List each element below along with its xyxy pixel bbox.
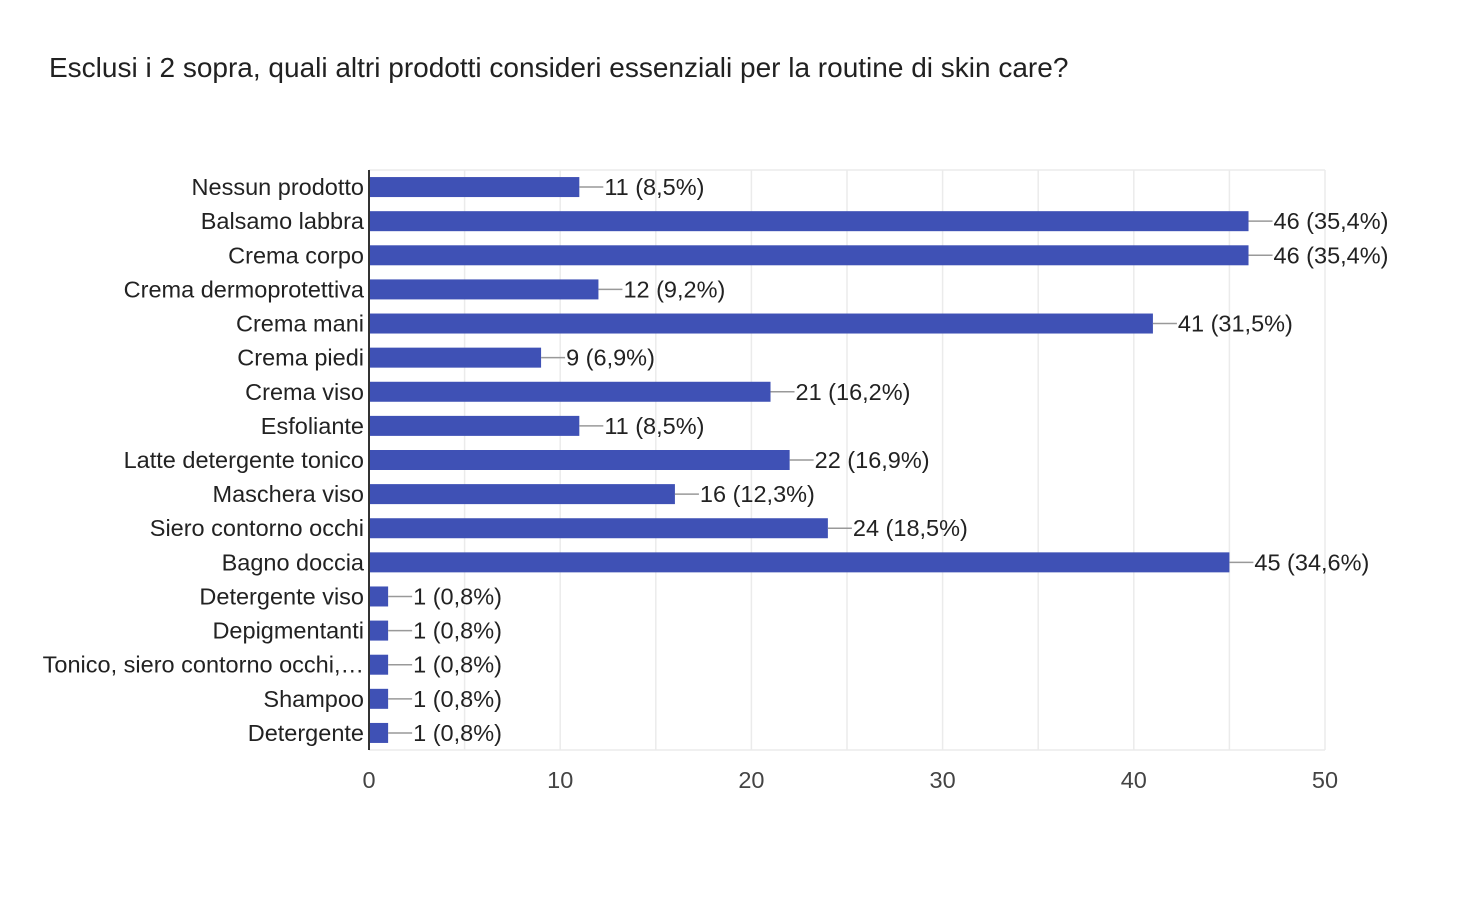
data-label: 11 (8,5%) [604,174,704,200]
bar [369,688,389,709]
bar [369,415,580,436]
data-label: 9 (6,9%) [566,345,655,371]
category-label: Depigmentanti [212,618,364,644]
x-tick-label: 50 [1312,767,1338,793]
bar [369,245,1249,266]
category-label: Balsamo labbra [201,208,365,234]
category-label: Crema corpo [228,242,364,268]
bars [369,177,1249,743]
category-label: Crema viso [245,379,364,405]
category-label: Siero contorno occhi [150,515,364,541]
bar [369,620,389,641]
bar [369,211,1249,232]
category-label: Maschera viso [213,481,365,507]
category-label: Crema mani [236,311,364,337]
data-label: 1 (0,8%) [413,583,502,609]
bar [369,450,790,470]
x-tick-label: 0 [362,767,375,793]
category-label: Latte detergente tonico [124,447,364,473]
bar [369,654,389,675]
data-label: 16 (12,3%) [700,481,815,507]
category-label: Crema piedi [237,345,364,371]
x-tick-label: 40 [1121,767,1147,793]
axes: 0 10 20 30 40 50 [362,170,1338,793]
data-label: 45 (34,6%) [1254,549,1369,575]
category-label: Detergente viso [199,583,364,609]
bar [369,586,389,607]
category-label: Crema dermoprotettiva [124,276,365,302]
category-label: Esfoliante [261,413,364,439]
bar [369,552,1230,573]
data-label: 1 (0,8%) [413,652,502,678]
category-label: Nessun prodotto [192,174,364,200]
x-tick-label: 10 [547,767,573,793]
chart-title: Esclusi i 2 sopra, quali altri prodotti … [49,52,1069,83]
category-label: Shampoo [263,686,364,712]
x-tick-label: 30 [930,767,956,793]
data-label: 24 (18,5%) [853,515,968,541]
data-label: 21 (16,2%) [796,379,911,405]
bar [369,518,828,539]
data-label: 12 (9,2%) [623,276,725,302]
bar [369,279,599,300]
category-label: Tonico, siero contorno occhi,… [43,652,364,678]
data-label: 46 (35,4%) [1274,208,1389,234]
data-label: 41 (31,5%) [1178,311,1293,337]
data-label: 22 (16,9%) [815,447,930,473]
data-label: 1 (0,8%) [413,720,502,746]
bar [369,347,542,368]
bar [369,381,771,402]
bar [369,722,389,743]
x-tick-label: 20 [738,767,764,793]
bar [369,484,675,505]
category-label: Detergente [248,720,364,746]
data-label: 46 (35,4%) [1274,242,1389,268]
data-label: 1 (0,8%) [413,686,502,712]
bar [369,177,580,198]
data-label: 11 (8,5%) [604,413,704,439]
data-label: 1 (0,8%) [413,618,502,644]
labels: Nessun prodotto 11 (8,5%) Balsamo labbra 46… [43,174,1389,746]
bar [369,313,1153,334]
category-label: Bagno doccia [222,549,365,575]
